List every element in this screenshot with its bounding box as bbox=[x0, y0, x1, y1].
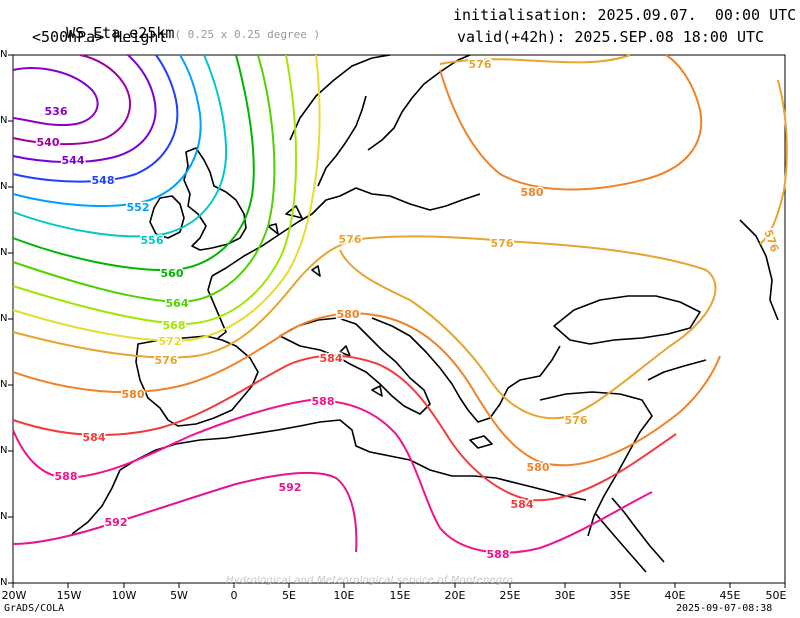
label-588-a: 588 bbox=[55, 470, 78, 483]
label-564: 564 bbox=[166, 297, 189, 310]
coast-red-sea bbox=[595, 497, 665, 573]
x-tick-5e: 5E bbox=[282, 589, 296, 602]
label-576-e: 576 bbox=[565, 414, 588, 427]
label-540: 540 bbox=[37, 136, 60, 149]
label-576-c: 576 bbox=[491, 237, 514, 250]
contour-544 bbox=[12, 54, 157, 164]
watermark: Hydrological and Meteorological service … bbox=[226, 575, 514, 586]
label-580-b: 580 bbox=[337, 308, 360, 321]
contour-580b bbox=[439, 54, 703, 191]
y-tick-5: N bbox=[0, 313, 8, 324]
label-552: 552 bbox=[127, 201, 150, 214]
model-name: WS_Eta_e25km bbox=[66, 24, 175, 42]
axis-ticks bbox=[8, 54, 786, 588]
label-544: 544 bbox=[62, 154, 85, 167]
label-576-b: 576 bbox=[339, 233, 362, 246]
label-584-a: 584 bbox=[83, 431, 106, 444]
y-tick-4: N bbox=[0, 247, 8, 258]
x-tick-15e: 15E bbox=[389, 589, 411, 602]
contour-564 bbox=[12, 54, 276, 304]
y-tick-3: N bbox=[0, 181, 8, 192]
contour-560 bbox=[12, 54, 255, 272]
x-tick-25e: 25E bbox=[499, 589, 521, 602]
coast-iberia bbox=[135, 335, 259, 427]
contour-580a bbox=[12, 312, 721, 467]
label-572: 572 bbox=[159, 335, 182, 348]
label-548: 548 bbox=[92, 174, 115, 187]
x-tick-20w: 20W bbox=[1, 589, 27, 602]
coast-black-sea bbox=[553, 295, 701, 345]
label-576-a: 576 bbox=[155, 354, 178, 367]
contour-536 bbox=[12, 67, 99, 127]
x-tick-45e: 45E bbox=[719, 589, 741, 602]
coast-anatolia bbox=[539, 359, 707, 537]
y-tick-7: N bbox=[0, 445, 8, 456]
label-584-c: 584 bbox=[511, 498, 534, 511]
init-time: initialisation: 2025.09.07. 00:00 UTC bbox=[453, 6, 797, 24]
x-tick-15w: 15W bbox=[56, 589, 82, 602]
coastlines bbox=[71, 54, 779, 573]
x-tick-10e: 10E bbox=[333, 589, 355, 602]
label-592-a: 592 bbox=[105, 516, 128, 529]
valid-time: valid(+42h): 2025.SEP.08 18:00 UTC bbox=[457, 28, 765, 46]
coast-scandinavia bbox=[289, 54, 471, 187]
y-tick-6: N bbox=[0, 379, 8, 390]
y-tick-2: N bbox=[0, 115, 8, 126]
label-584-b: 584 bbox=[320, 352, 343, 365]
contour-548 bbox=[12, 54, 179, 183]
contours bbox=[12, 54, 788, 554]
x-tick-50e: 50E bbox=[765, 589, 787, 602]
label-536: 536 bbox=[45, 105, 68, 118]
contour-576c bbox=[759, 79, 788, 245]
coast-great-britain bbox=[183, 147, 247, 251]
label-560: 560 bbox=[161, 267, 184, 280]
coast-balkans bbox=[371, 317, 561, 423]
coast-islands bbox=[267, 205, 493, 449]
contour-588 bbox=[12, 398, 653, 554]
label-580-d: 580 bbox=[527, 461, 550, 474]
x-tick-35e: 35E bbox=[609, 589, 631, 602]
resolution-note: ( 0.25 x 0.25 degree ) bbox=[174, 28, 321, 41]
x-tick-20e: 20E bbox=[444, 589, 466, 602]
x-tick-30e: 30E bbox=[554, 589, 576, 602]
contour-568 bbox=[12, 54, 298, 326]
y-tick-1: N bbox=[0, 49, 8, 60]
coast-ireland bbox=[149, 195, 185, 239]
x-tick-5w: 5W bbox=[170, 589, 188, 602]
label-580-c: 580 bbox=[521, 186, 544, 199]
x-tick-10w: 10W bbox=[111, 589, 137, 602]
contour-576a bbox=[12, 235, 717, 420]
x-tick-40e: 40E bbox=[664, 589, 686, 602]
footer-timestamp: 2025-09-07-08:38 bbox=[676, 603, 773, 614]
contour-584 bbox=[12, 354, 677, 502]
contour-labels: 536 540 544 548 552 556 560 564 568 572 … bbox=[35, 57, 783, 563]
coast-north-africa bbox=[71, 419, 587, 535]
label-580-a: 580 bbox=[122, 388, 145, 401]
contour-592 bbox=[12, 471, 358, 553]
y-tick-8: N bbox=[0, 511, 8, 522]
x-tick-0: 0 bbox=[230, 589, 238, 602]
contour-552 bbox=[12, 54, 202, 207]
label-568: 568 bbox=[163, 319, 186, 332]
coast-italy bbox=[279, 317, 431, 415]
map-frame bbox=[12, 54, 786, 584]
contour-540 bbox=[12, 54, 131, 146]
field-title: <500hPa> Height bbox=[32, 28, 168, 46]
footer-grads: GrADS/COLA bbox=[4, 603, 65, 614]
contour-576b bbox=[439, 54, 631, 65]
contour-556 bbox=[12, 54, 228, 238]
label-576-d: 576 bbox=[469, 58, 492, 71]
label-588-c: 588 bbox=[487, 548, 510, 561]
y-tick-9: N bbox=[0, 577, 8, 588]
model-title: WS_Eta_e25km( 0.25 x 0.25 degree ) bbox=[48, 6, 320, 44]
label-556: 556 bbox=[141, 234, 164, 247]
label-588-b: 588 bbox=[312, 395, 335, 408]
label-592-b: 592 bbox=[279, 481, 302, 494]
coast-caspian bbox=[739, 219, 779, 321]
coast-europe-west bbox=[207, 187, 481, 339]
contour-572 bbox=[12, 54, 321, 342]
